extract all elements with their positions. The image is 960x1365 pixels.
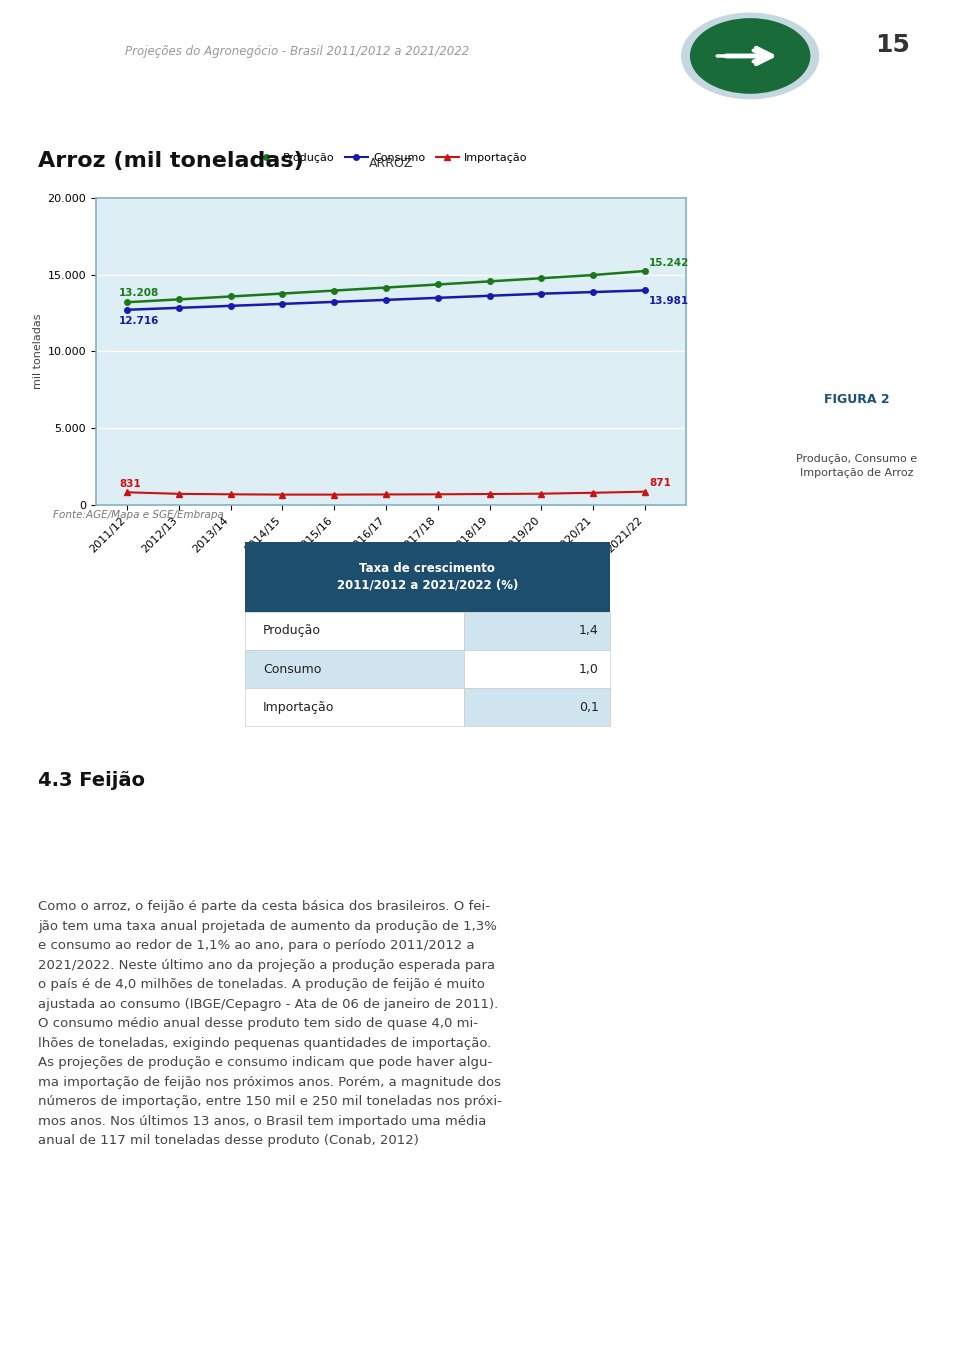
Text: Arroz (mil toneladas): Arroz (mil toneladas)	[38, 152, 304, 171]
Consumo	[121, 302, 132, 318]
Text: Consumo: Consumo	[263, 662, 322, 676]
Circle shape	[690, 19, 809, 93]
Consumo	[588, 284, 599, 300]
Importação	[121, 485, 132, 501]
Consumo	[484, 288, 495, 304]
Text: 4.3 Feijão: 4.3 Feijão	[38, 771, 145, 790]
Produção	[276, 285, 288, 302]
Importação	[328, 486, 340, 502]
Consumo	[432, 289, 444, 306]
Text: Projeções do Agronegócio - Brasil 2011/2012 a 2021/2022: Projeções do Agronegócio - Brasil 2011/2…	[125, 45, 469, 59]
Consumo	[276, 296, 288, 313]
Produção	[639, 263, 651, 280]
Consumo	[639, 283, 651, 299]
Importação	[173, 486, 184, 502]
FancyBboxPatch shape	[245, 542, 610, 612]
Line: Consumo: Consumo	[124, 288, 648, 313]
Importação	[588, 485, 599, 501]
Text: 871: 871	[649, 478, 671, 489]
Text: 1,4: 1,4	[579, 624, 599, 637]
Text: 13.981: 13.981	[649, 296, 689, 306]
Text: 15.242: 15.242	[649, 258, 689, 268]
Circle shape	[682, 14, 819, 98]
Consumo	[225, 298, 236, 314]
FancyBboxPatch shape	[464, 612, 610, 650]
FancyBboxPatch shape	[464, 688, 610, 726]
Importação	[484, 486, 495, 502]
Text: Importação: Importação	[263, 700, 334, 714]
Y-axis label: mil toneladas: mil toneladas	[34, 314, 43, 389]
FancyBboxPatch shape	[245, 650, 464, 688]
Text: FIGURA 2: FIGURA 2	[824, 393, 890, 407]
FancyBboxPatch shape	[245, 688, 464, 726]
Text: 1,0: 1,0	[579, 662, 599, 676]
Text: 13.208: 13.208	[119, 288, 159, 298]
Legend: Produção, Consumo, Importação: Produção, Consumo, Importação	[251, 149, 532, 167]
Title: ARROZ: ARROZ	[369, 157, 414, 171]
Produção	[121, 293, 132, 310]
Text: 15: 15	[876, 33, 910, 57]
Produção	[173, 291, 184, 307]
Produção	[225, 288, 236, 304]
Importação	[276, 486, 288, 502]
Text: 831: 831	[119, 479, 141, 489]
Text: Produção: Produção	[263, 624, 321, 637]
Importação	[432, 486, 444, 502]
Produção	[328, 283, 340, 299]
Text: Taxa de crescimento
2011/2012 a 2021/2022 (%): Taxa de crescimento 2011/2012 a 2021/202…	[337, 562, 517, 592]
FancyBboxPatch shape	[464, 650, 610, 688]
Consumo	[328, 293, 340, 310]
Text: 12.716: 12.716	[119, 315, 159, 326]
Text: 0,1: 0,1	[579, 700, 599, 714]
Text: Fonte:AGE/Mapa e SGE/Embrapa: Fonte:AGE/Mapa e SGE/Embrapa	[53, 509, 224, 520]
Importação	[380, 486, 392, 502]
FancyBboxPatch shape	[245, 612, 464, 650]
Produção	[536, 270, 547, 287]
Consumo	[380, 292, 392, 308]
Text: Como o arroz, o feijão é parte da cesta básica dos brasileiros. O fei-
jão tem u: Como o arroz, o feijão é parte da cesta …	[38, 901, 502, 1147]
Importação	[225, 486, 236, 502]
Produção	[432, 276, 444, 292]
Importação	[536, 486, 547, 502]
Produção	[484, 273, 495, 289]
Consumo	[536, 285, 547, 302]
Produção	[588, 266, 599, 283]
Text: Produção, Consumo e
Importação de Arroz: Produção, Consumo e Importação de Arroz	[796, 455, 918, 478]
Line: Importação: Importação	[124, 489, 648, 498]
Importação	[639, 483, 651, 500]
Consumo	[173, 300, 184, 317]
Line: Produção: Produção	[124, 268, 648, 304]
Produção	[380, 280, 392, 296]
